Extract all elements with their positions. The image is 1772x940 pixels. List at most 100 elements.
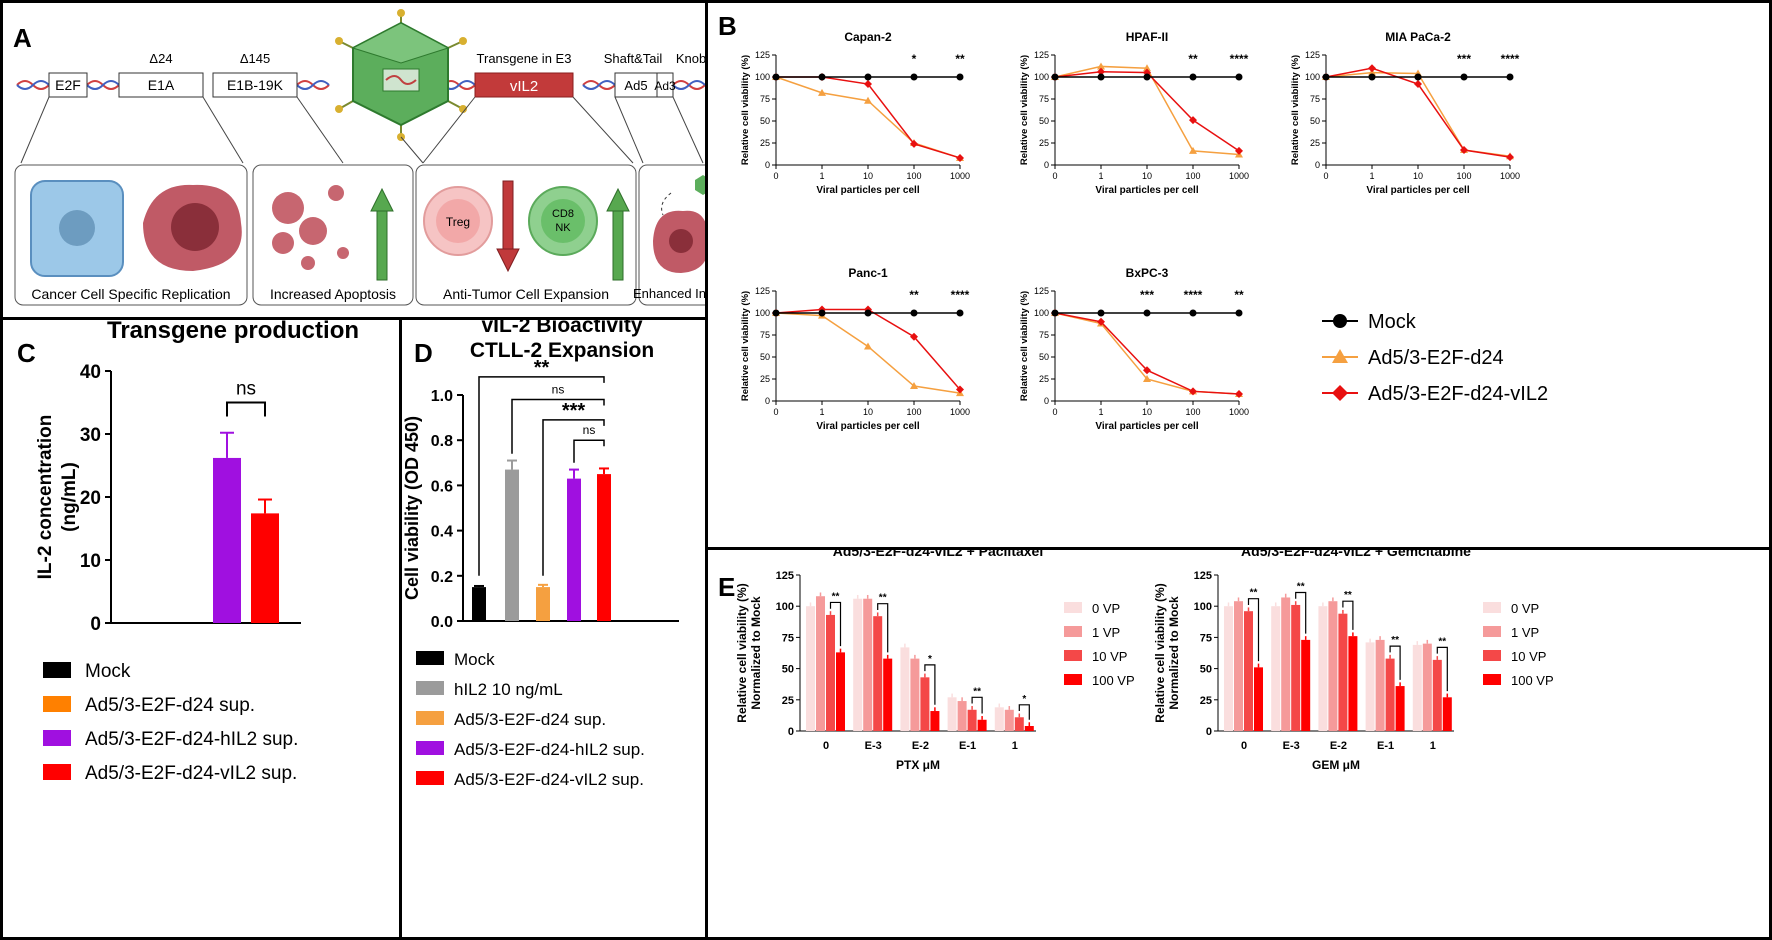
x-tick-label: 0 [773, 407, 778, 417]
bar [472, 587, 486, 621]
top-label-transgene: Transgene in E3 [477, 51, 572, 66]
y-axis-label: IL-2 concentration [35, 415, 56, 580]
legend-label: Ad5/3-E2F-d24 [1368, 347, 1504, 369]
significance-bracket [573, 439, 605, 463]
bar [873, 616, 883, 731]
nk-label: NK [555, 222, 571, 234]
y-tick-label: 0 [1315, 160, 1320, 170]
series-line-d24 [775, 312, 961, 394]
x-tick-label: 10 [863, 407, 873, 417]
cd8-label: CD8 [552, 208, 574, 220]
y-axis-label: Cell viability (OD 450) [402, 416, 422, 600]
y-tick-label: 25 [1200, 695, 1212, 707]
significance-bracket [1018, 704, 1030, 720]
y-tick-label: 0.8 [431, 433, 453, 450]
point-vil2 [1506, 153, 1514, 162]
significance-bracket [542, 419, 605, 576]
subplot-title: BxPC-3 [1126, 266, 1169, 280]
top-label-shaft: Shaft&Tail [604, 51, 663, 66]
significance-label: ns [552, 383, 565, 397]
point-mock [1143, 309, 1151, 317]
panel-d: D vIL-2 Bioactivity CTLL-2 Expansion 0.0 0.… [399, 317, 708, 940]
x-tick-label: 100 [906, 407, 921, 417]
y-tick-label: 20 [80, 488, 101, 509]
subplot-panc-1: Panc-1 0 25 50 75 100 125 0 1 10 100 1000 Viral part… [740, 266, 970, 432]
bar [1348, 636, 1358, 731]
legend-marker [1332, 385, 1348, 401]
bar [836, 652, 845, 731]
chart-d-svg: vIL-2 Bioactivity CTLL-2 Expansion 0.0 0.2 0… [402, 320, 679, 789]
panel-label-a: A [13, 23, 32, 53]
x-tick-label: 100 [1185, 407, 1200, 417]
bar [967, 709, 977, 731]
subplot-title: Ad5/3-E2F-d24-vIL2 + Paclitaxel [833, 550, 1043, 559]
gene-box-e1b [212, 72, 298, 98]
significance-bracket [1295, 591, 1307, 634]
x-tick-label: 0 [823, 740, 829, 752]
bar [1244, 611, 1253, 731]
legend-label: Ad5/3-E2F-d24 sup. [454, 710, 606, 729]
bar [1412, 644, 1422, 731]
y-axis-label: Relative cell viability (%) [1019, 291, 1030, 401]
legend-label: Ad5/3-E2F-d24-vIL2 [1368, 383, 1548, 405]
y-tick-label: 0 [765, 396, 770, 406]
panel-label-e: E [718, 572, 736, 602]
significance-label: ** [1188, 52, 1198, 66]
point-mock [910, 73, 918, 81]
x-tick-label: 1 [1012, 740, 1018, 752]
bar [1328, 601, 1338, 731]
point-d24 [1189, 146, 1197, 154]
x-axis-label: Viral particles per cell [816, 185, 919, 196]
legend-swatch [416, 741, 444, 755]
significance-label: ** [1391, 635, 1399, 646]
y-tick-label: 25 [760, 374, 770, 384]
x-tick-label: 1 [819, 407, 824, 417]
x-tick-label: E-1 [959, 740, 976, 752]
legend-label: 100 VP [1092, 673, 1135, 688]
significance-bracket [971, 696, 983, 714]
x-tick-label: 10 [1142, 171, 1152, 181]
y-tick-label: 50 [760, 352, 770, 362]
bar [1254, 667, 1263, 731]
point-mock [1051, 309, 1059, 317]
x-tick-label: E-3 [865, 740, 882, 752]
y-tick-label: 25 [782, 695, 794, 707]
legend-label: Ad5/3-E2F-d24-vIL2 sup. [454, 770, 644, 789]
y-tick-label: 25 [760, 138, 770, 148]
apoptotic-cell-icon [272, 185, 349, 270]
bar [1375, 639, 1385, 731]
significance-label: ** [1250, 588, 1258, 599]
bar [1422, 643, 1432, 731]
y-tick-label: 10 [80, 551, 101, 572]
point-mock [1414, 73, 1422, 81]
bar [1004, 709, 1014, 731]
legend-label: 0 VP [1092, 601, 1120, 616]
legend-marker [1332, 349, 1348, 363]
significance-label: **** [1501, 52, 1520, 66]
chart-subtitle: CTLL-2 Expansion [470, 339, 654, 362]
y-tick-label: 25 [1039, 138, 1049, 148]
legend-swatch [1483, 650, 1501, 661]
point-vil2 [1460, 146, 1468, 155]
y-tick-label: 1.0 [431, 388, 453, 405]
point-mock [1368, 73, 1376, 81]
legend-swatch [416, 771, 444, 785]
point-mock [864, 73, 872, 81]
x-tick-label: 100 [1456, 171, 1471, 181]
y-axis-label: Relative cell viability (%) [1290, 55, 1301, 165]
significance-label: **** [1230, 52, 1249, 66]
bar [920, 677, 930, 731]
point-mock [1322, 73, 1330, 81]
y-tick-label: 100 [1194, 601, 1212, 613]
gene-box-vil2 [474, 72, 574, 98]
significance-label: ** [1297, 581, 1305, 592]
y-tick-label: 25 [1310, 138, 1320, 148]
y-axis-label: Relative cell viability (%) [740, 291, 751, 401]
top-label-d145: Δ145 [240, 51, 270, 66]
bar [863, 598, 873, 731]
y-tick-label: 75 [1310, 94, 1320, 104]
bar [567, 478, 581, 621]
legend-label: Ad5/3-E2F-d24 sup. [85, 695, 255, 716]
bar [1432, 659, 1442, 731]
